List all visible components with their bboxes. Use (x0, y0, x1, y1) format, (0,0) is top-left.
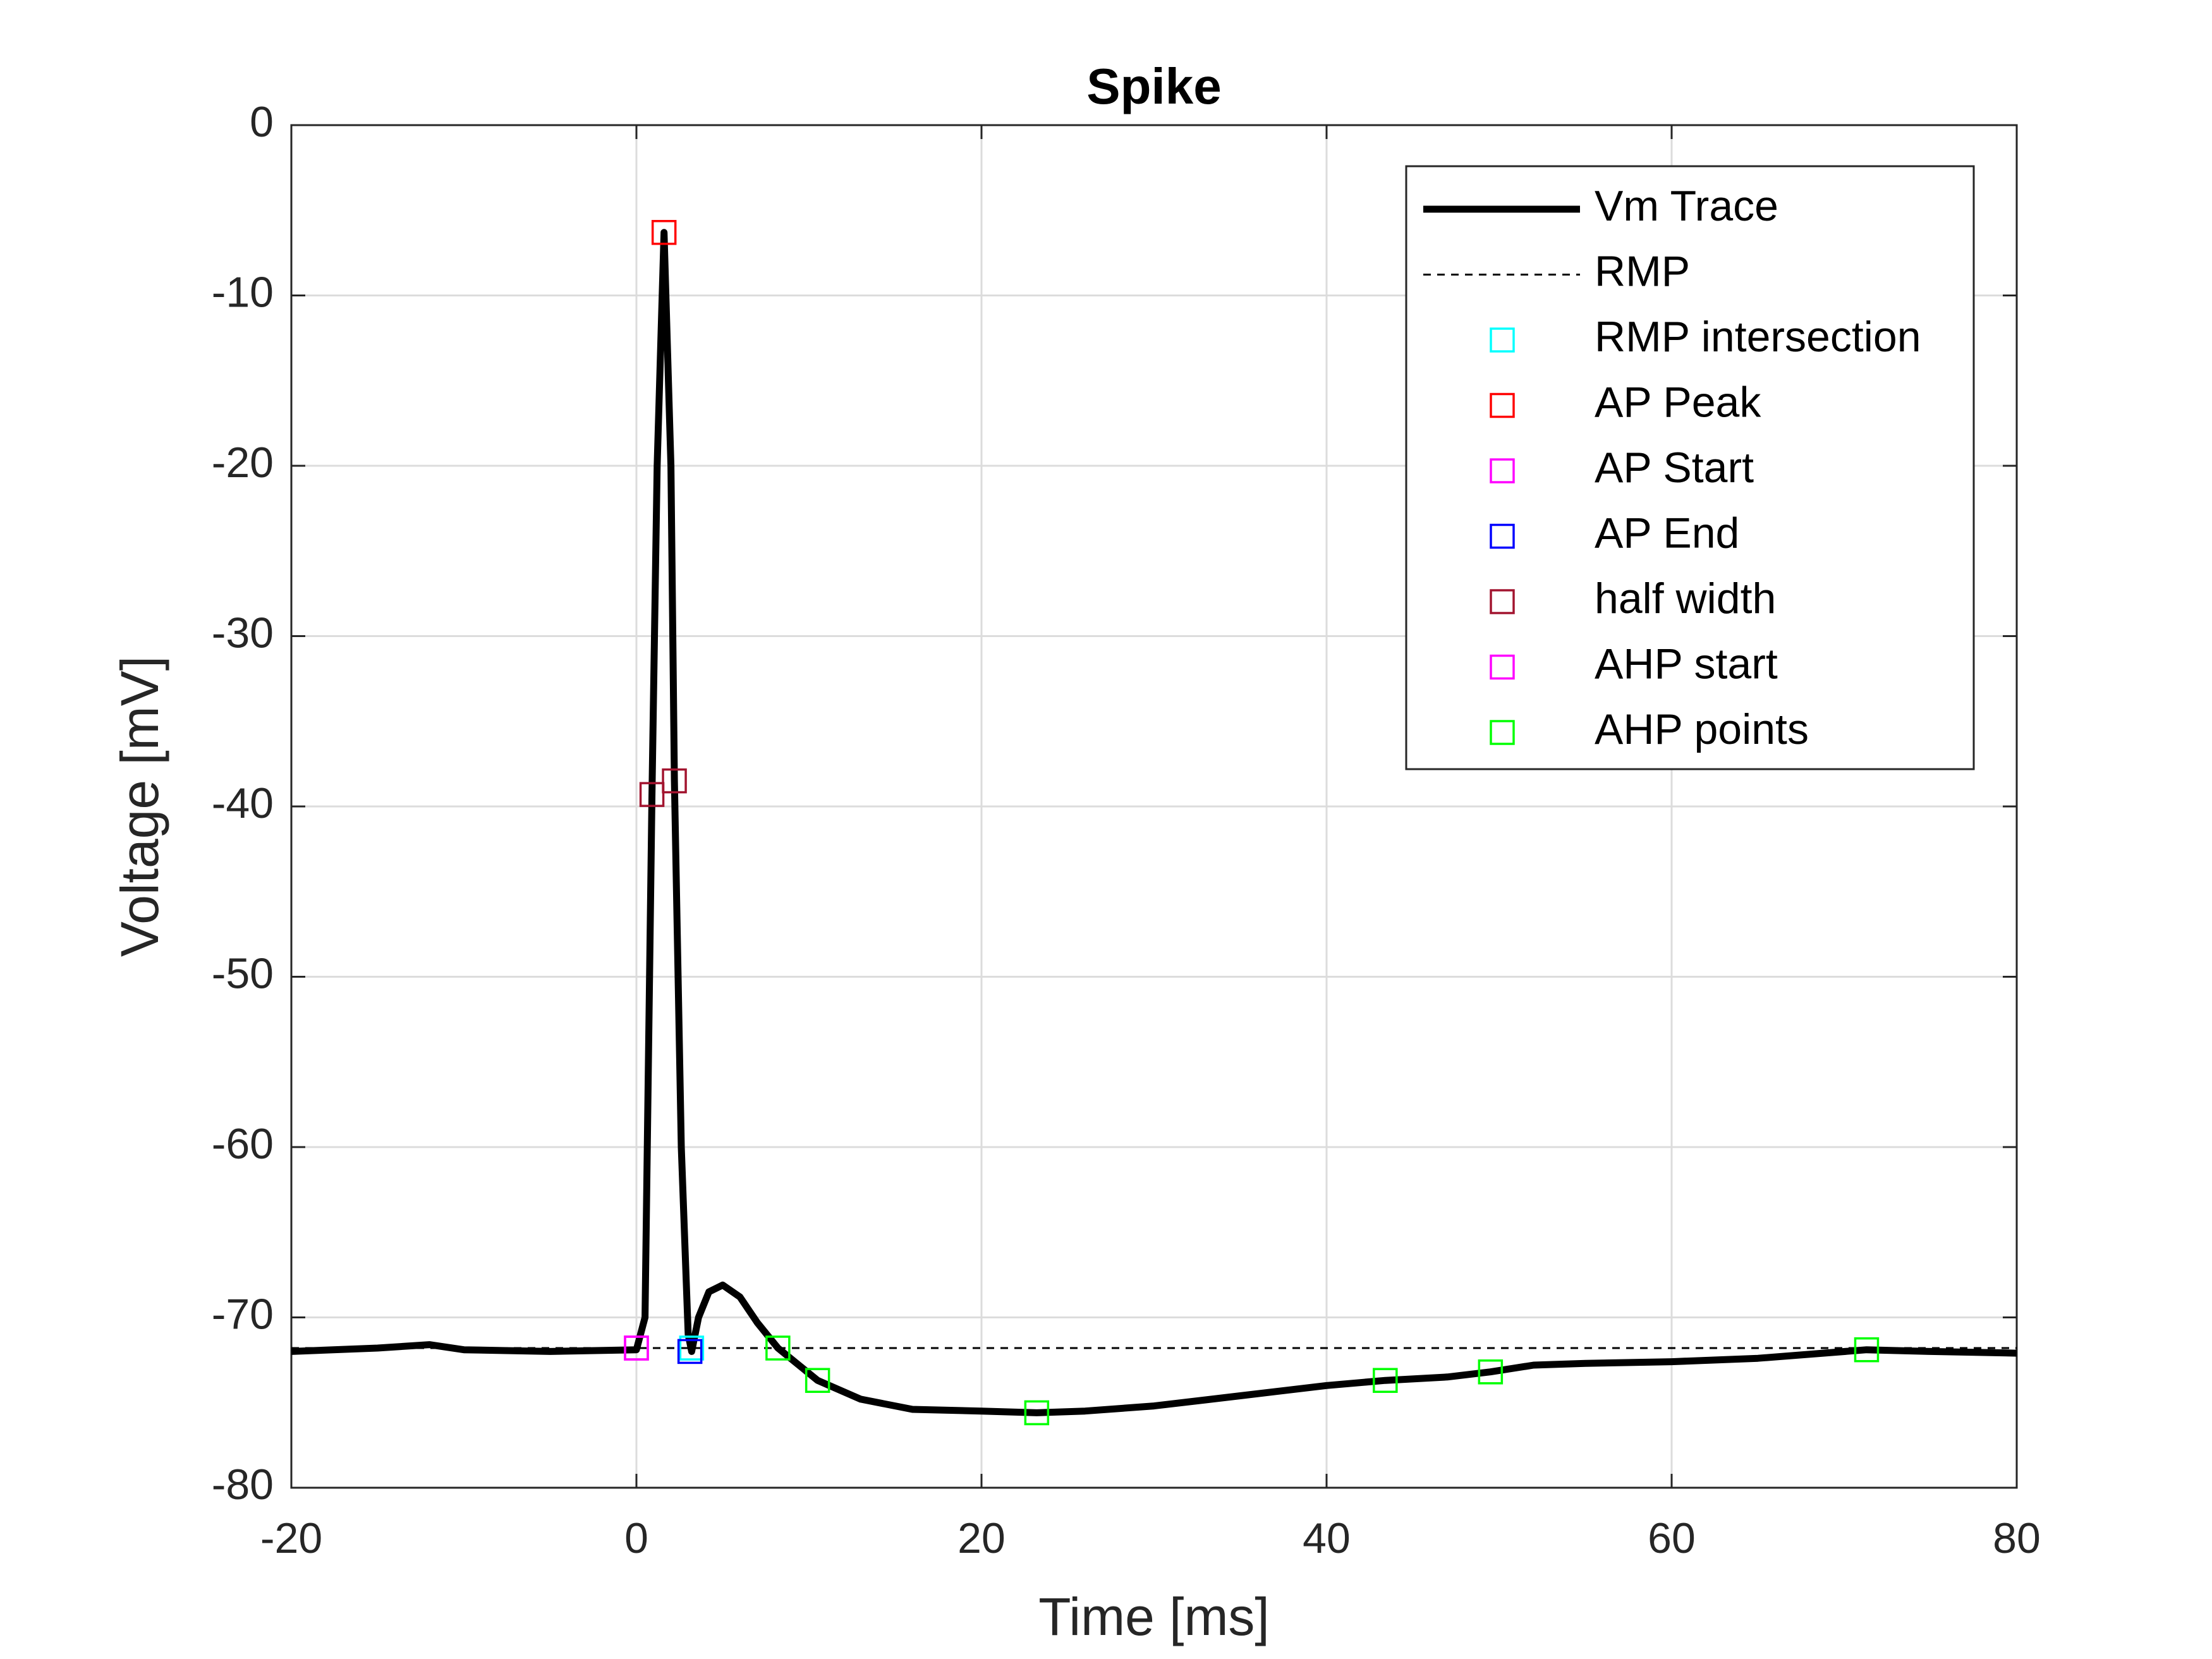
x-tick-label: 40 (1303, 1514, 1351, 1562)
legend-swatch (1490, 458, 1515, 483)
legend-label: AHP points (1595, 705, 1809, 753)
x-tick-label: 60 (1648, 1514, 1696, 1562)
marker (639, 782, 665, 807)
marker (1373, 1368, 1398, 1393)
legend-swatch (1490, 327, 1515, 353)
marker (662, 768, 687, 794)
y-tick-label: -80 (212, 1461, 274, 1509)
legend-label: Vm Trace (1595, 182, 1778, 230)
y-tick-label: -20 (212, 439, 274, 487)
marker (1478, 1359, 1504, 1385)
legend-label: half width (1595, 574, 1776, 623)
legend-label: RMP intersection (1595, 313, 1921, 361)
marker (765, 1335, 791, 1361)
y-tick-label: -60 (212, 1120, 274, 1168)
legend-swatch (1490, 523, 1515, 549)
marker (677, 1339, 703, 1364)
legend-swatch (1490, 392, 1515, 418)
legend-label: RMP (1595, 247, 1690, 295)
y-tick-label: 0 (250, 98, 274, 146)
y-tick-label: -70 (212, 1290, 274, 1338)
y-tick-label: -50 (212, 949, 274, 997)
marker (679, 1335, 705, 1361)
legend-label: AP End (1595, 509, 1739, 557)
data-line (291, 229, 2017, 1416)
y-tick-label: -10 (212, 268, 274, 316)
legend-label: AP Peak (1595, 378, 1761, 426)
marker (651, 220, 677, 245)
x-tick-label: 80 (1993, 1514, 2041, 1562)
marker (1854, 1337, 1880, 1363)
legend-box (1405, 165, 1975, 770)
legend-swatch (1490, 720, 1515, 745)
plot-frame (290, 124, 2018, 1489)
y-tick-label: -40 (212, 779, 274, 827)
legend-swatch (1490, 589, 1515, 614)
y-tick-label: -30 (212, 609, 274, 657)
x-axis-label: Time [ms] (1038, 1587, 1270, 1646)
legend-label: AHP start (1595, 640, 1778, 688)
x-tick-label: 20 (957, 1514, 1006, 1562)
marker (805, 1368, 830, 1393)
marker (624, 1335, 649, 1361)
y-axis-label: Voltage [mV] (110, 656, 169, 957)
x-tick-label: -20 (260, 1514, 322, 1562)
chart-title: Spike (1086, 58, 1221, 114)
legend-label: AP Start (1595, 444, 1754, 492)
legend-swatch (1490, 654, 1515, 680)
marker (1024, 1400, 1050, 1426)
x-tick-label: 0 (624, 1514, 648, 1562)
